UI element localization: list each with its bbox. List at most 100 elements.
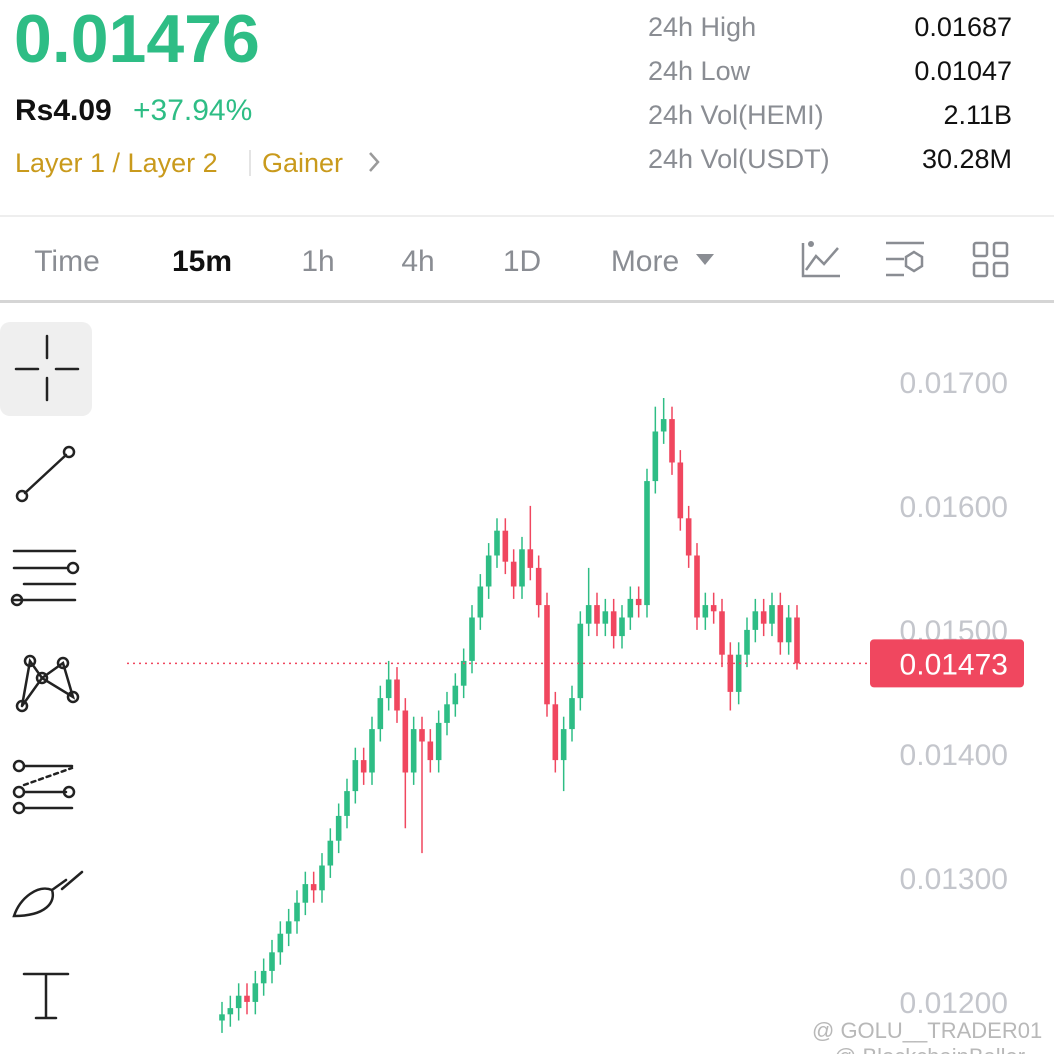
tab[interactable]: More (611, 245, 679, 278)
candle-body (644, 481, 650, 606)
candle-body (619, 617, 625, 637)
candle-body (435, 722, 442, 761)
last-price: 0.01476 (14, 1, 260, 77)
tab[interactable]: 1h (301, 245, 334, 278)
candle-body (285, 921, 292, 934)
icon (801, 243, 840, 278)
indicator-button[interactable] (886, 241, 924, 277)
y-tick-label: 0.01300 (900, 863, 1008, 896)
icon (56, 656, 70, 670)
candle-body (602, 611, 609, 624)
candle-body (360, 760, 367, 773)
chart-type-button[interactable] (801, 241, 840, 278)
candle-body (385, 679, 392, 699)
candle-body (677, 462, 684, 519)
pattern-tool[interactable] (15, 654, 80, 713)
icon (20, 657, 76, 708)
stat-value: 0.01047 (914, 56, 1012, 86)
icon (972, 261, 989, 278)
candle-body (635, 598, 642, 606)
candle-body (527, 549, 534, 568)
watermark: @ BlockchainBaller (834, 1044, 1025, 1054)
fiat-price: Rs4.09 (15, 94, 112, 127)
candle-body (369, 729, 375, 773)
stat-label: 24h Vol(USDT) (648, 144, 830, 174)
icon (992, 241, 1009, 258)
candle-body (294, 902, 300, 922)
stats: 24h High 0.01687 24h Low 0.01047 24h Vol(HEM… (648, 12, 1012, 174)
candle-body (410, 729, 417, 773)
icon (62, 445, 76, 459)
line-tool[interactable] (15, 445, 76, 503)
drawing-tools (0, 322, 92, 1020)
candle-body (485, 555, 492, 587)
tag[interactable]: Gainer (262, 148, 343, 178)
candle-body (427, 741, 434, 761)
horizontal-lines-tool[interactable] (10, 549, 80, 607)
stat-label: 24h High (648, 12, 756, 42)
candle-body (469, 617, 475, 661)
candle-body (510, 561, 517, 587)
icon (886, 241, 924, 277)
candle-body (660, 419, 667, 432)
candle-body (552, 704, 559, 761)
chart: 0.012000.013000.014000.015000.016000.017… (127, 367, 1024, 1033)
stat-value: 0.01687 (914, 12, 1012, 42)
candle-body (310, 884, 317, 891)
candle-body (577, 623, 584, 699)
candle-body (569, 698, 575, 730)
candle-body (727, 654, 734, 692)
candle-body (219, 1014, 225, 1021)
candle-body (760, 611, 767, 624)
chevron (369, 152, 380, 172)
candle-body (319, 865, 325, 891)
y-tick-label: 0.01200 (900, 987, 1008, 1020)
brush-tool[interactable] (12, 870, 84, 918)
fib-tool[interactable] (12, 759, 76, 815)
candle-body (269, 952, 275, 971)
icon (992, 261, 1009, 278)
tag[interactable]: Layer 1 / Layer 2 (15, 148, 218, 178)
candle-body (402, 710, 409, 773)
y-tick-label: 0.01700 (900, 367, 1008, 400)
candle-body (627, 598, 634, 618)
icon (904, 250, 924, 273)
candle-body (419, 729, 425, 742)
tab[interactable]: 4h (401, 245, 434, 278)
candle-body (302, 884, 309, 903)
candle-body (460, 660, 467, 686)
divider (0, 300, 1054, 303)
candle-body (335, 815, 342, 841)
icon (15, 699, 29, 713)
candle-body (277, 933, 284, 953)
candle-body (244, 995, 250, 1002)
candle-body (352, 760, 359, 792)
icon (23, 654, 37, 668)
y-tick-label: 0.01400 (900, 739, 1008, 772)
text-tool[interactable] (22, 972, 70, 1020)
candle-body (560, 729, 567, 761)
candle-body (502, 530, 509, 562)
icon (10, 593, 24, 607)
candle-body (652, 431, 659, 482)
stat-label: 24h Vol(HEMI) (648, 100, 824, 130)
candle-body (477, 586, 484, 618)
icon (15, 489, 29, 503)
candle-body (702, 605, 709, 618)
change: +37.94% (133, 94, 252, 127)
crosshair-tool[interactable] (14, 334, 80, 402)
icon (22, 764, 74, 810)
tab[interactable]: 1D (503, 245, 541, 278)
tab[interactable]: 15m (172, 245, 232, 278)
tab[interactable]: Time (34, 245, 100, 278)
icon (972, 241, 989, 258)
candle-body (735, 654, 742, 692)
candle-body (694, 555, 700, 618)
candle-body (444, 704, 450, 723)
layout-button[interactable] (972, 241, 1009, 278)
candle-body (744, 629, 750, 655)
candle-body (752, 611, 759, 630)
candle-body (494, 530, 500, 556)
candle-body (535, 567, 542, 606)
